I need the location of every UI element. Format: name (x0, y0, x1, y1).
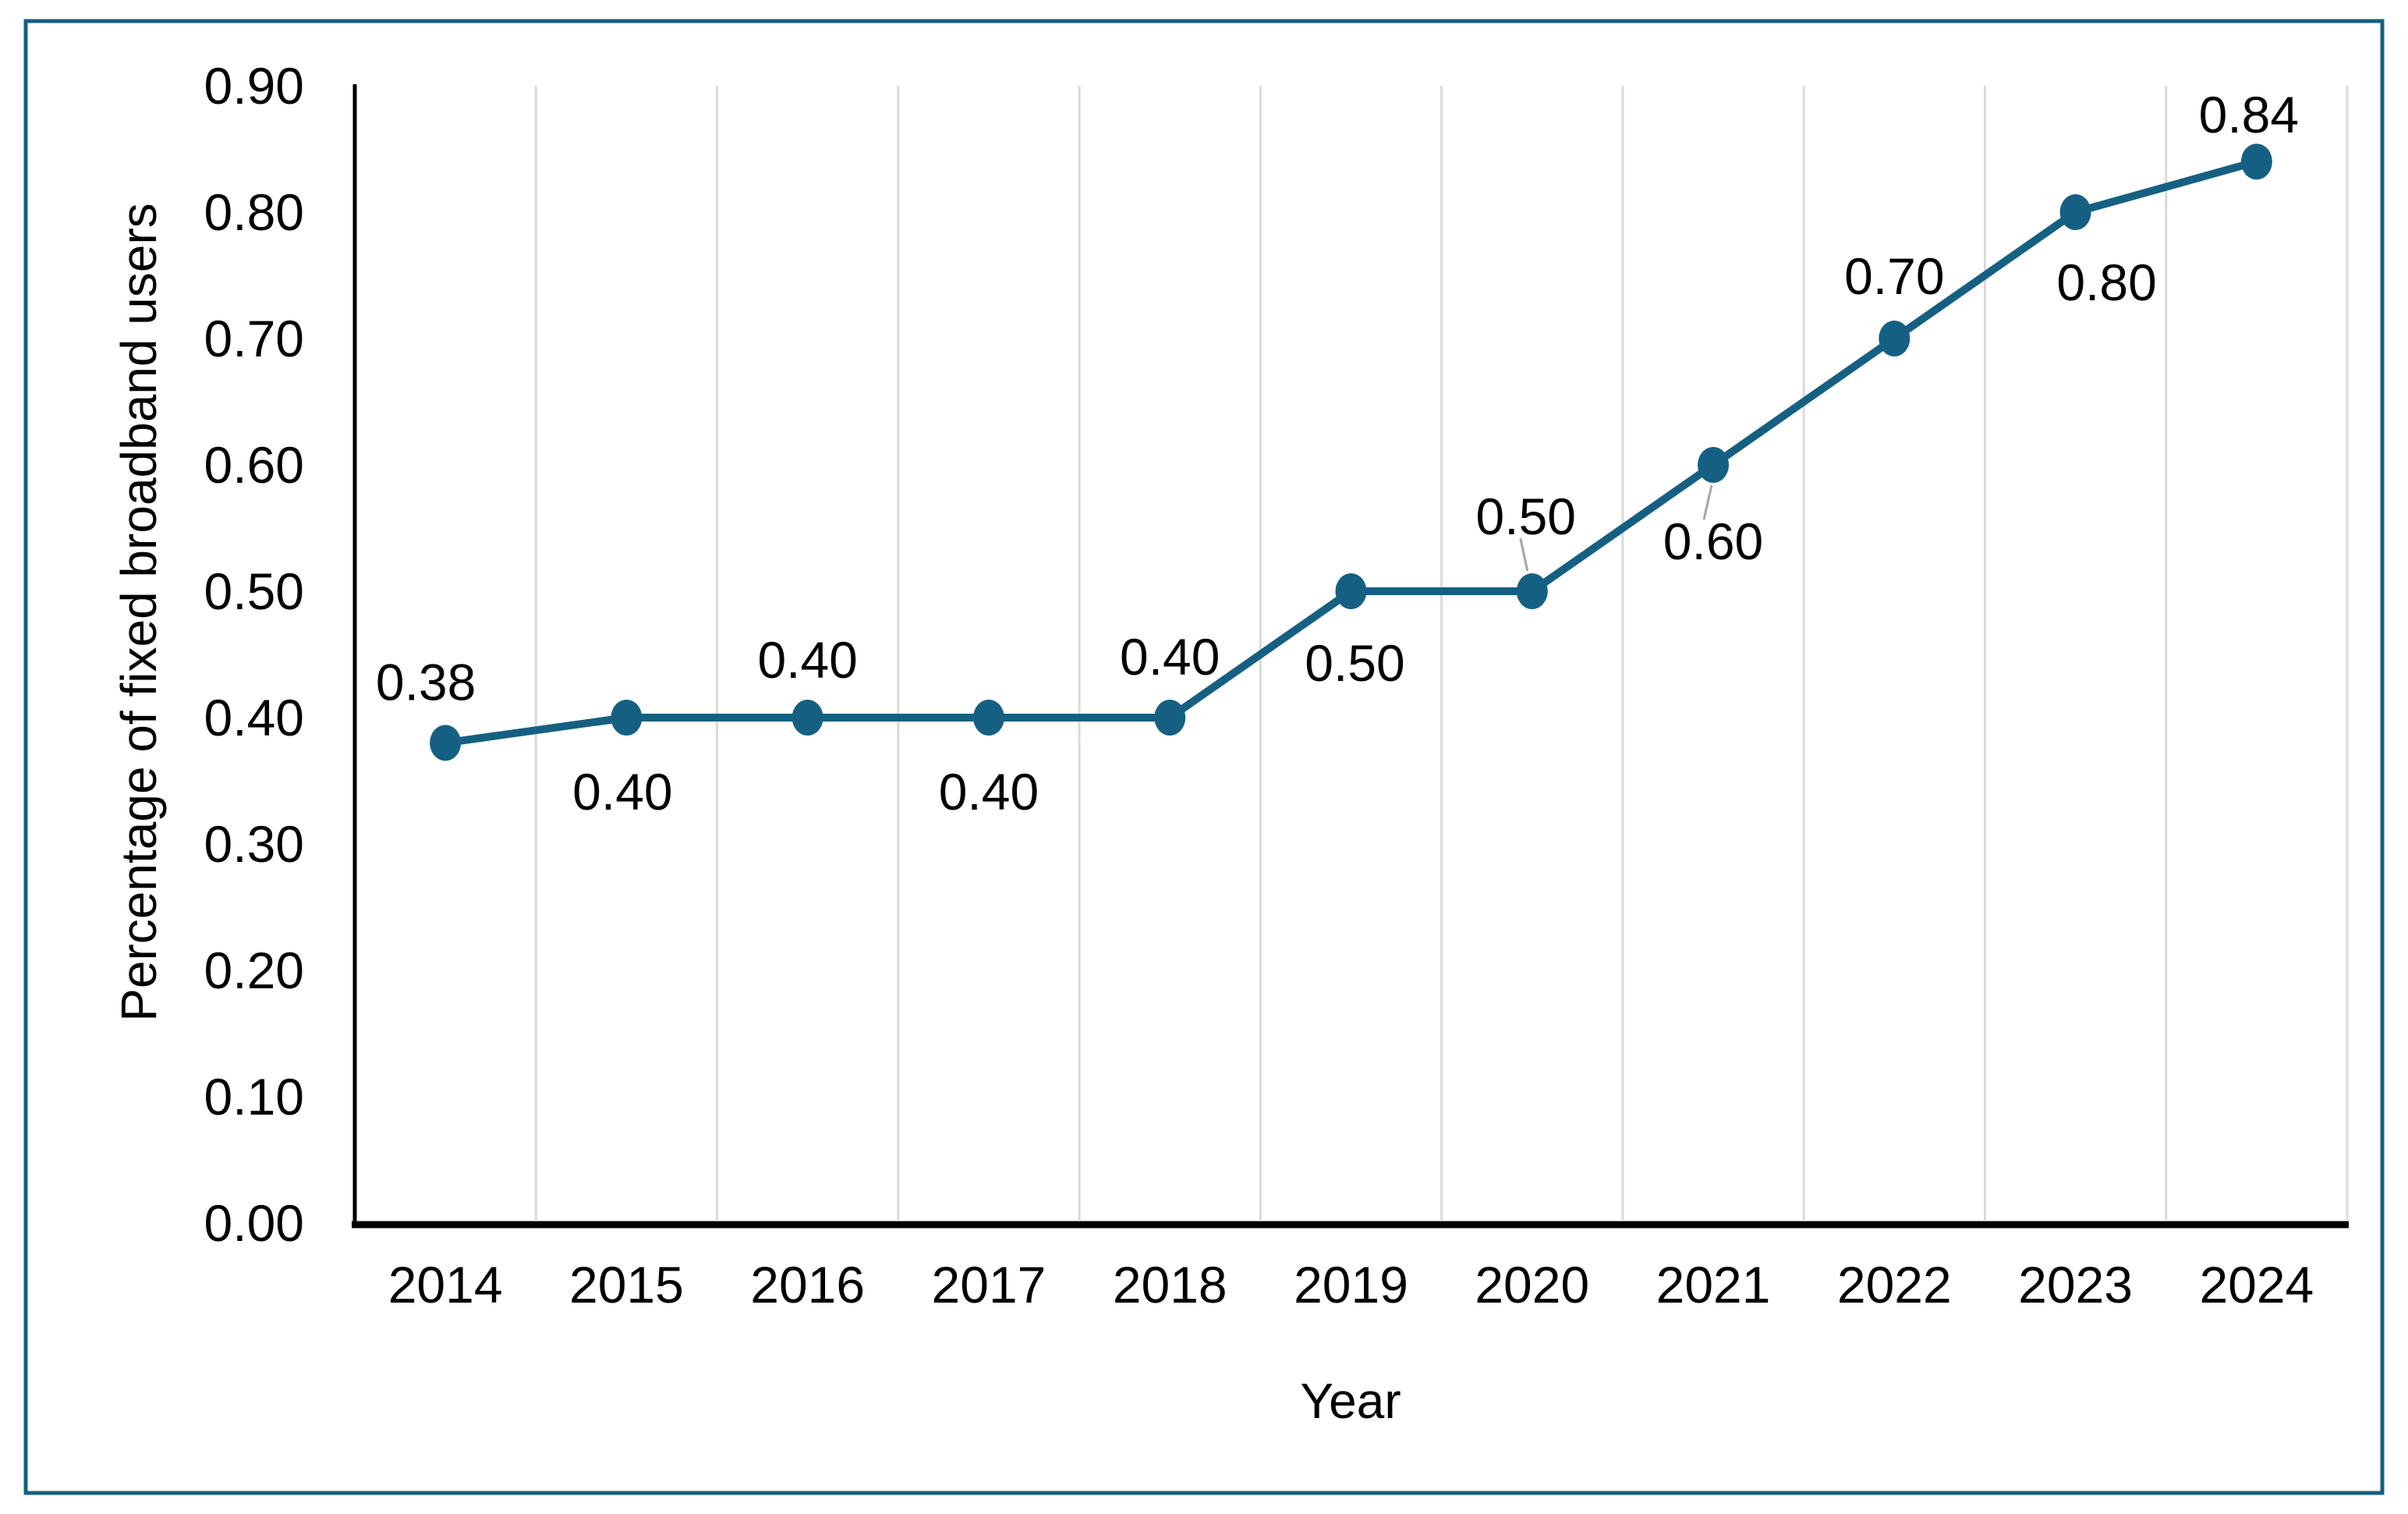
data-label-2024: 0.84 (2199, 86, 2299, 144)
data-point-2016 (791, 700, 823, 736)
y-tick-0.60: 0.60 (204, 436, 304, 494)
x-tick-2014: 2014 (388, 1256, 503, 1314)
data-label-2016: 0.40 (757, 631, 857, 689)
data-label-2021: 0.60 (1663, 512, 1763, 570)
data-point-2019 (1335, 573, 1367, 609)
y-tick-0.30: 0.30 (204, 815, 304, 873)
x-tick-2020: 2020 (1475, 1256, 1589, 1314)
y-tick-0.20: 0.20 (204, 941, 304, 999)
y-tick-0.50: 0.50 (204, 562, 304, 620)
data-point-2023 (2059, 194, 2091, 230)
y-tick-0.90: 0.90 (204, 57, 304, 115)
x-tick-2022: 2022 (1837, 1256, 1952, 1314)
x-tick-2018: 2018 (1113, 1256, 1227, 1314)
data-point-2022 (1879, 321, 1910, 356)
x-tick-2021: 2021 (1656, 1256, 1771, 1314)
data-label-leader-2020 (1519, 537, 1529, 572)
data-label-2015: 0.40 (572, 763, 672, 821)
data-label-2020: 0.50 (1476, 488, 1576, 545)
data-label-2014: 0.38 (376, 653, 476, 711)
data-point-2018 (1154, 700, 1186, 736)
data-point-2015 (611, 700, 643, 736)
data-label-2019: 0.50 (1305, 634, 1404, 692)
x-tick-2024: 2024 (2199, 1256, 2314, 1314)
chart-border (23, 19, 2385, 1495)
x-tick-2019: 2019 (1294, 1256, 1408, 1314)
data-label-2017: 0.40 (939, 763, 1039, 821)
data-point-2024 (2240, 144, 2272, 180)
data-label-leader-2021 (1702, 484, 1713, 520)
x-tick-2016: 2016 (750, 1256, 865, 1314)
y-tick-0.00: 0.00 (204, 1194, 304, 1252)
data-label-2018: 0.40 (1120, 628, 1220, 686)
y-tick-0.40: 0.40 (204, 689, 304, 746)
y-tick-0.80: 0.80 (204, 183, 304, 241)
x-axis-title: Year (1300, 1373, 1401, 1429)
x-tick-2023: 2023 (2018, 1256, 2133, 1314)
data-label-2023: 0.80 (2056, 254, 2156, 311)
x-tick-2017: 2017 (932, 1256, 1046, 1314)
y-axis-title: Percentage of fixed broadband users (111, 203, 167, 1022)
data-point-2021 (1698, 447, 1730, 483)
x-tick-2015: 2015 (569, 1256, 684, 1314)
y-tick-0.70: 0.70 (204, 310, 304, 367)
data-label-2022: 0.70 (1844, 247, 1944, 305)
y-tick-0.10: 0.10 (204, 1068, 304, 1126)
data-point-2014 (430, 725, 462, 761)
data-point-2017 (972, 700, 1004, 736)
data-point-2020 (1516, 573, 1548, 609)
